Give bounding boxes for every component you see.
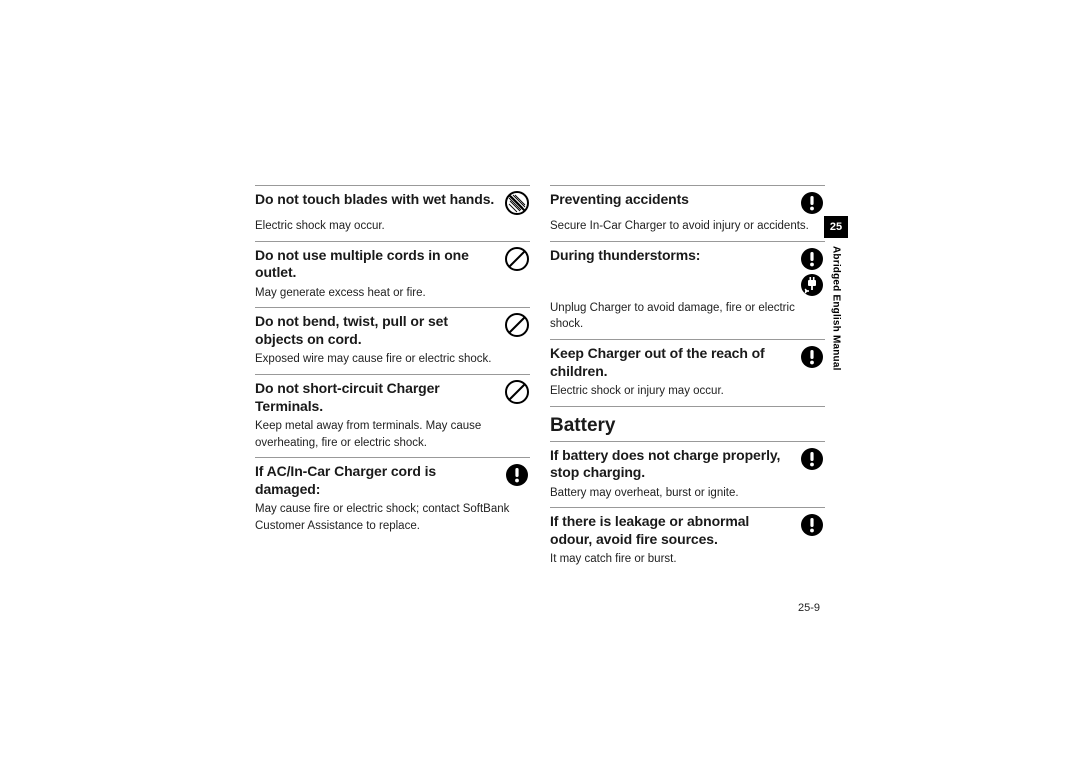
manual-page: Do not touch blades with wet hands. <box>0 0 1080 763</box>
mandatory-icon <box>800 447 824 471</box>
warning-entry: If battery does not charge properly, sto… <box>550 442 825 509</box>
warning-title: If AC/In-Car Charger cord is damaged: <box>255 463 498 498</box>
mandatory-icon <box>800 345 824 369</box>
left-column: Do not touch blades with wet hands. <box>255 185 530 574</box>
unplug-icon <box>800 273 824 297</box>
warning-body: May cause fire or electric shock; contac… <box>255 501 530 534</box>
warning-body: Electric shock or injury may occur. <box>550 383 825 400</box>
warning-entry: Do not touch blades with wet hands. <box>255 186 530 242</box>
warning-body: Keep metal away from terminals. May caus… <box>255 418 530 451</box>
prohibit-icon <box>505 247 529 271</box>
warning-body: Exposed wire may cause fire or electric … <box>255 351 530 368</box>
mandatory-icon <box>800 513 824 537</box>
content-area: Do not touch blades with wet hands. <box>255 185 825 574</box>
warning-entry: During thunderstorms: <box>550 242 825 340</box>
warning-title: Do not touch blades with wet hands. <box>255 191 494 209</box>
prohibit-icon <box>505 380 529 404</box>
right-column: Preventing accidents Secure In-Car Charg… <box>550 185 825 574</box>
warning-body: Secure In-Car Charger to avoid injury or… <box>550 218 825 235</box>
section-heading-battery: Battery <box>550 407 825 442</box>
warning-entry: Do not use multiple cords in one outlet.… <box>255 242 530 309</box>
no-wet-hands-icon <box>505 191 529 215</box>
mandatory-icon <box>800 191 824 215</box>
warning-body: Unplug Charger to avoid damage, fire or … <box>550 300 825 333</box>
chapter-tab: 25 <box>824 216 848 238</box>
warning-title: If there is leakage or abnormal odour, a… <box>550 513 793 548</box>
warning-title: If battery does not charge properly, sto… <box>550 447 793 482</box>
chapter-label-text: Abridged English Manual <box>831 246 842 371</box>
warning-title: Keep Charger out of the reach of childre… <box>550 345 793 380</box>
warning-body: May generate excess heat or fire. <box>255 285 530 302</box>
mandatory-icon <box>505 463 529 487</box>
warning-entry: Do not short-circuit Charger Terminals. … <box>255 375 530 458</box>
warning-body: Electric shock may occur. <box>255 218 530 235</box>
mandatory-icon <box>800 247 824 271</box>
warning-title: Do not use multiple cords in one outlet. <box>255 247 498 282</box>
page-number: 25-9 <box>798 602 820 614</box>
warning-title: Do not short-circuit Charger Terminals. <box>255 380 498 415</box>
warning-entry: Keep Charger out of the reach of childre… <box>550 340 825 407</box>
chapter-number: 25 <box>830 221 842 233</box>
chapter-label: Abridged English Manual <box>824 246 848 386</box>
warning-title: Do not bend, twist, pull or set objects … <box>255 313 498 348</box>
warning-body: It may catch fire or burst. <box>550 551 825 568</box>
warning-entry: If there is leakage or abnormal odour, a… <box>550 508 825 574</box>
prohibit-icon <box>505 313 529 337</box>
warning-entry: If AC/In-Car Charger cord is damaged: Ma… <box>255 458 530 540</box>
warning-title: Preventing accidents <box>550 191 689 209</box>
warning-body: Battery may overheat, burst or ignite. <box>550 485 825 502</box>
warning-title: During thunderstorms: <box>550 247 700 265</box>
warning-entry: Preventing accidents Secure In-Car Charg… <box>550 186 825 242</box>
warning-entry: Do not bend, twist, pull or set objects … <box>255 308 530 375</box>
